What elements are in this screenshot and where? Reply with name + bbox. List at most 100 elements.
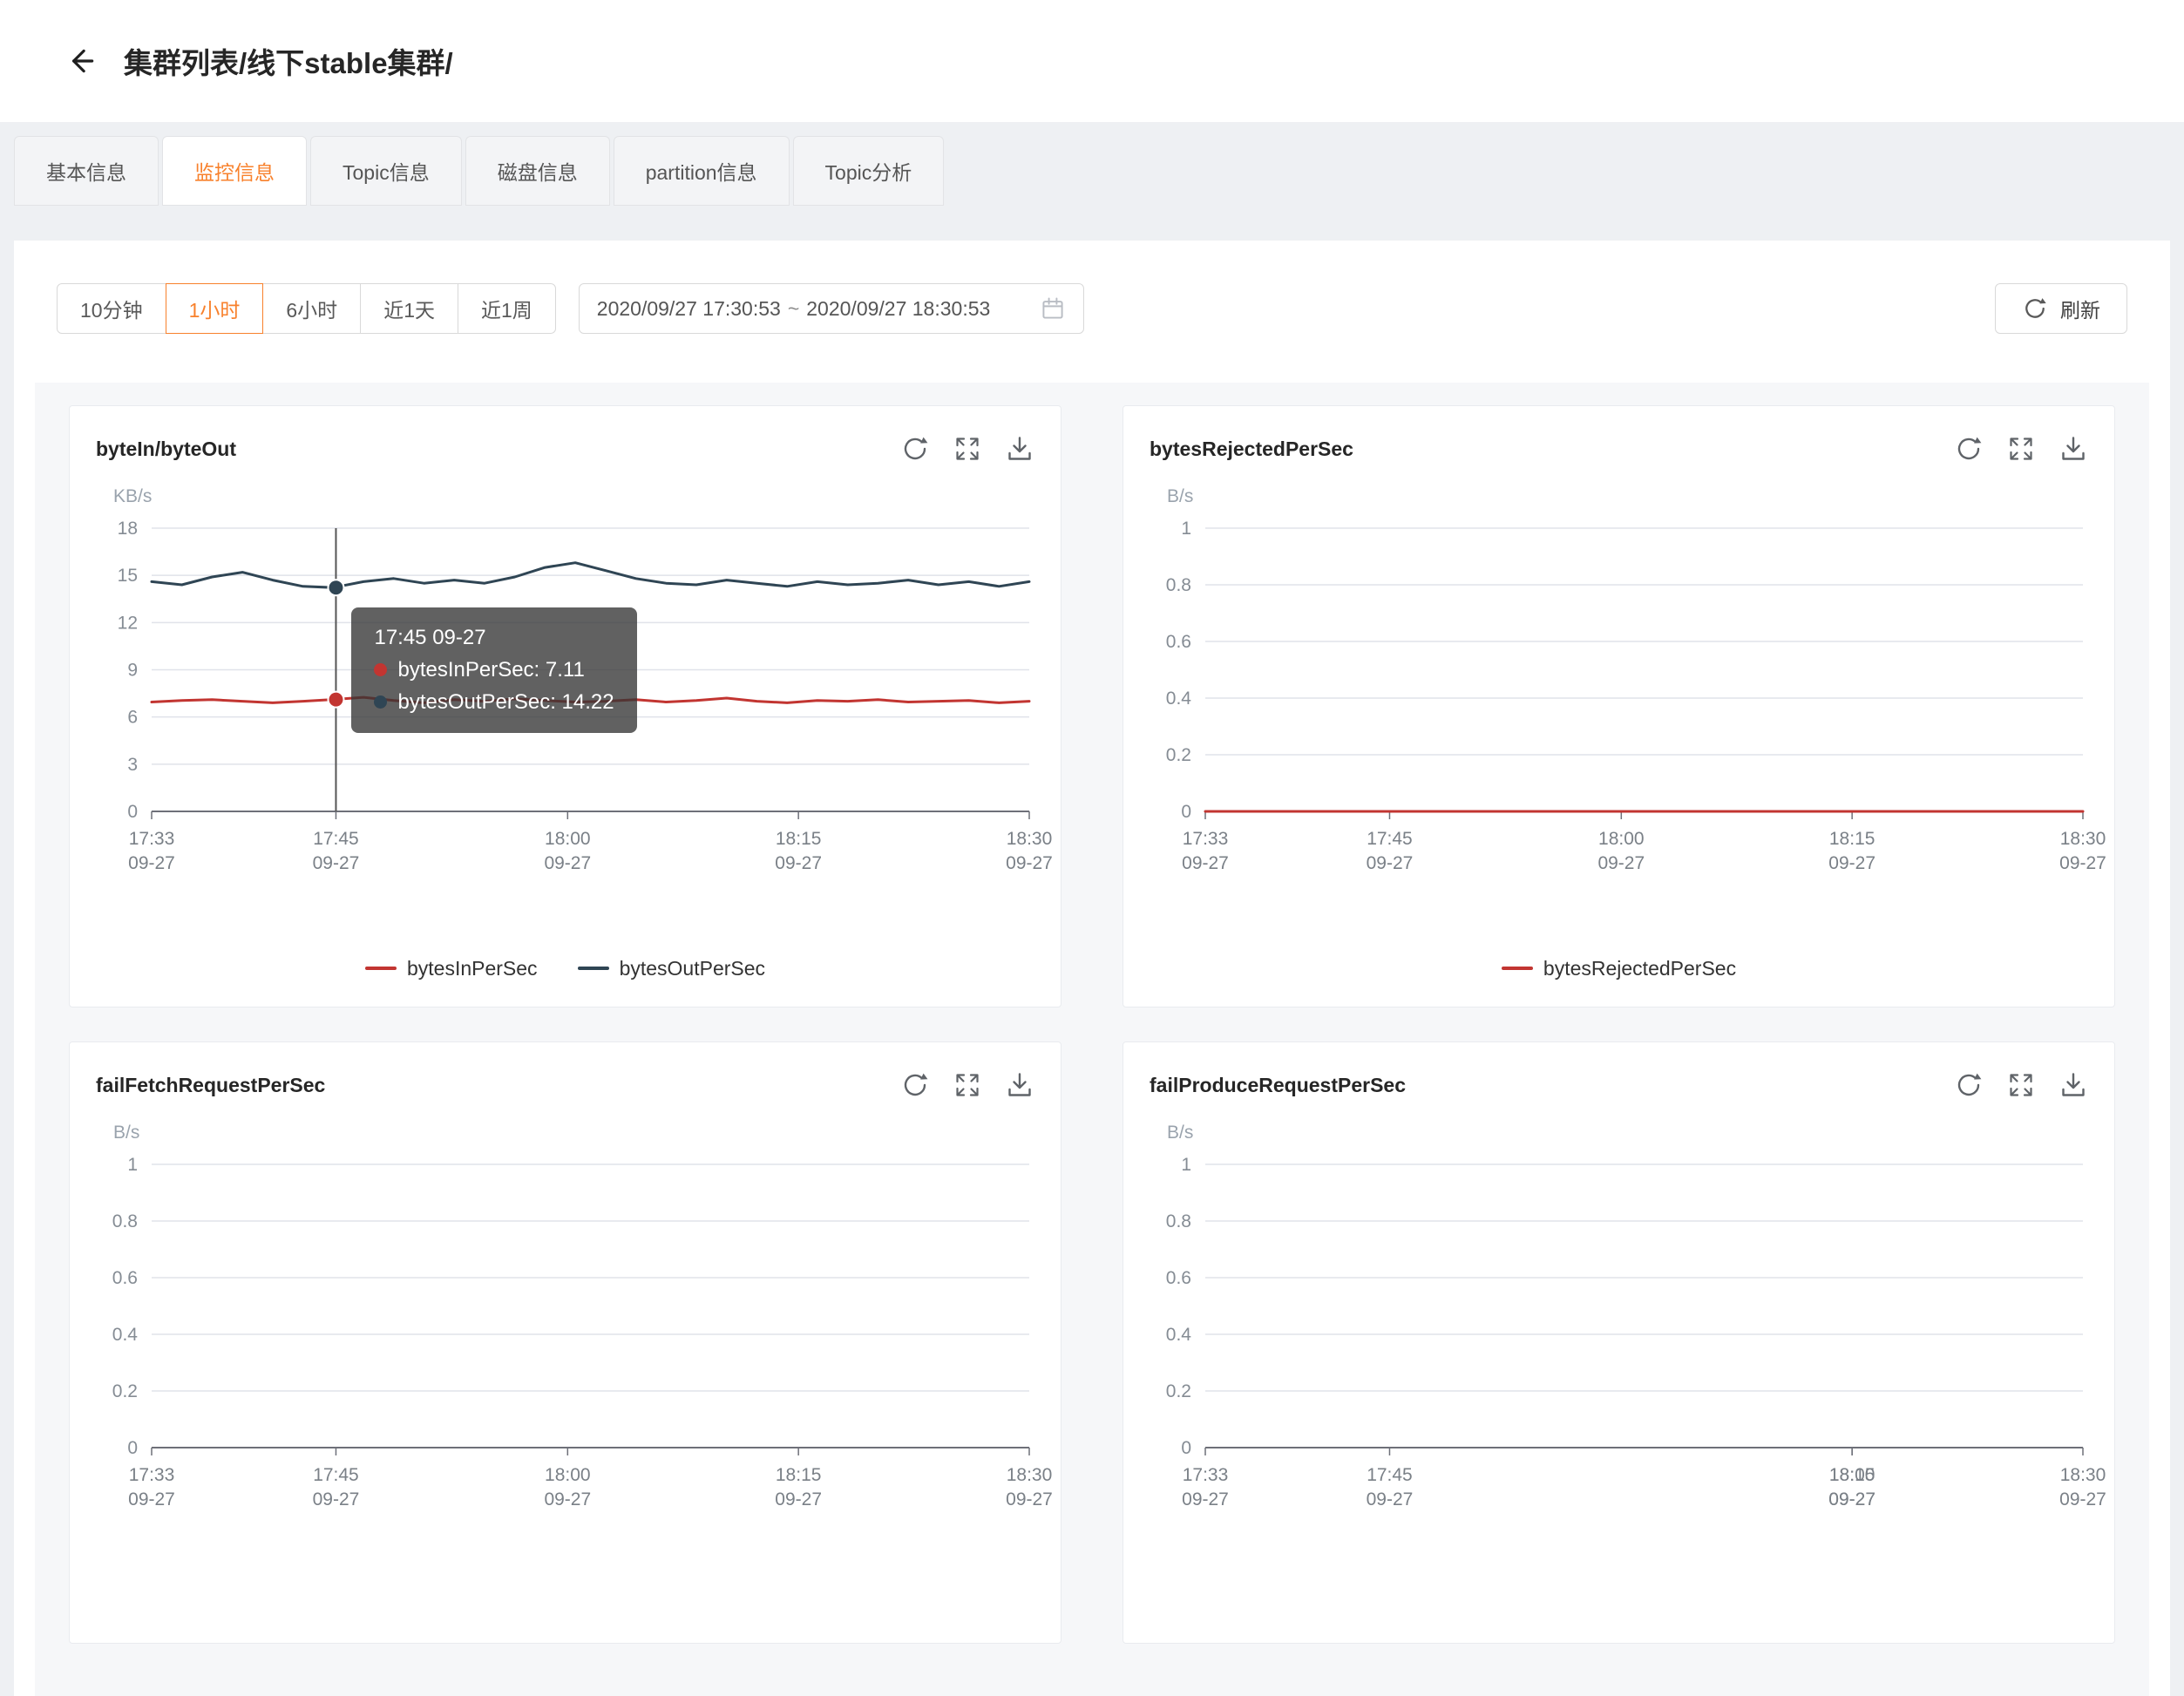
chart-title: failProduceRequestPerSec: [1150, 1073, 1407, 1096]
chart-plot-area[interactable]: 0 0.2 0.4 0.6 0.8 1 17:33 09-27 17:45 09-27 18:00 0…: [1150, 519, 2106, 873]
time-range-1week[interactable]: 近1周: [457, 283, 556, 334]
y-tick-label: 0.8: [1166, 1211, 1191, 1231]
chart-download-button[interactable]: [2059, 434, 2088, 464]
line-chart[interactable]: 0 3 6 9 12 15 18 17:33 09-27 17:45 09-27 18:00 09-27…: [96, 519, 1053, 873]
chart-card-header: byteIn/byteOut: [96, 429, 1034, 469]
legend-item-bytesInPerSec[interactable]: bytesInPerSec: [364, 957, 538, 980]
chart-title: bytesRejectedPerSec: [1150, 437, 1353, 460]
tab-monitor-info[interactable]: 监控信息: [162, 136, 307, 206]
time-range-group: 10分钟 1小时 6小时 近1天 近1周: [57, 283, 556, 334]
chart-card-failProduceRequestPerSec: failProduceRequestPerSec: [1123, 1041, 2115, 1644]
chart-card-failFetchRequestPerSec: failFetchRequestPerSec: [69, 1041, 1061, 1644]
legend-line-swatch: [1501, 967, 1533, 970]
x-tick-time: 17:33: [1183, 829, 1229, 849]
download-icon: [2062, 437, 2085, 460]
time-range-1day[interactable]: 近1天: [360, 283, 458, 334]
chart-toolbox: [1954, 1070, 2088, 1100]
y-tick-label: 0.2: [112, 1381, 138, 1401]
x-tick-date: 09-27: [1006, 1489, 1053, 1509]
y-tick-label: 12: [118, 613, 138, 633]
x-tick-date: 09-27: [1828, 853, 1875, 873]
line-chart[interactable]: 00.20.40.60.8117:3309-2717:4509-2718:000…: [96, 1155, 1053, 1509]
expand-icon: [956, 1074, 979, 1096]
chart-refresh-button[interactable]: [900, 1070, 930, 1100]
chart-refresh-button[interactable]: [900, 434, 930, 464]
x-tick-time: 17:45: [313, 829, 359, 849]
x-tick-time: 18:15: [1829, 829, 1875, 849]
tab-partition-info[interactable]: partition信息: [613, 136, 790, 206]
y-tick-label: 0.2: [1166, 1381, 1191, 1401]
tab-basic-info[interactable]: 基本信息: [14, 136, 159, 206]
chart-download-button[interactable]: [1005, 434, 1034, 464]
y-tick-label: 0: [127, 802, 138, 822]
x-tick-time: 18:15: [776, 829, 822, 849]
chart-fullscreen-button[interactable]: [2006, 434, 2036, 464]
chart-card-header: failProduceRequestPerSec: [1150, 1065, 2088, 1105]
date-range-separator: ~: [787, 296, 800, 320]
chart-refresh-button[interactable]: [1954, 1070, 1984, 1100]
legend-item-bytesRejectedPerSec[interactable]: bytesRejectedPerSec: [1501, 957, 1736, 980]
time-range-6hour[interactable]: 6小时: [262, 283, 362, 334]
time-range-10min[interactable]: 10分钟: [57, 283, 166, 334]
expand-icon: [2010, 438, 2032, 460]
chart-legend: [1150, 1592, 2088, 1617]
expand-icon: [956, 438, 979, 460]
x-tick-time: 17:33: [1183, 1465, 1229, 1485]
back-button[interactable]: [61, 41, 101, 81]
y-tick-label: 0.6: [1166, 1268, 1191, 1288]
x-tick-time: 18:15: [776, 1465, 822, 1485]
x-tick-date: 09-27: [1182, 853, 1229, 873]
download-icon: [1008, 437, 1031, 460]
x-tick-time: 18:00: [545, 1465, 591, 1485]
chart-plot-area[interactable]: 0 0.2 0.4 0.6 0.8 1 17:33 09-27 17:45 09-27 18:00 0…: [1150, 1155, 2106, 1509]
tab-topic-info[interactable]: Topic信息: [310, 136, 462, 206]
x-tick-time: 18:30: [2060, 1465, 2106, 1485]
chart-toolbox: [1954, 434, 2088, 464]
x-tick-date: 09-27: [313, 853, 360, 873]
chart-download-button[interactable]: [2059, 1070, 2088, 1100]
chart-plot-area[interactable]: 0 3 6 9 12 15 18 17:33 09-27 17:45 09-27 18:00 09-27…: [96, 519, 1053, 873]
y-tick-label: 15: [118, 566, 138, 586]
chart-fullscreen-button[interactable]: [2006, 1070, 2036, 1100]
x-tick-date: 09-27: [1182, 1489, 1229, 1509]
chart-refresh-button[interactable]: [1954, 434, 1984, 464]
y-axis-unit: B/s: [1167, 1123, 1194, 1143]
x-tick-date: 09-27: [544, 853, 591, 873]
y-tick-label: 0.6: [112, 1268, 138, 1288]
refresh-icon: [904, 1073, 928, 1096]
chart-card-bytesRejectedPerSec: bytesRejectedPerSec: [1123, 405, 2115, 1007]
page-header: 集群列表/线下stable集群/: [0, 0, 2184, 122]
y-axis-unit: KB/s: [113, 486, 153, 506]
legend-label: bytesOutPerSec: [619, 956, 766, 980]
chart-toolbox: [900, 1070, 1034, 1100]
date-range-picker[interactable]: 2020/09/27 17:30:53 ~ 2020/09/27 18:30:5…: [578, 283, 1084, 334]
x-tick-time: 18:30: [2060, 829, 2106, 849]
y-tick-label: 0.4: [1166, 689, 1192, 709]
tab-topic-analysis[interactable]: Topic分析: [792, 136, 945, 206]
y-axis-unit: B/s: [1167, 486, 1194, 506]
chart-fullscreen-button[interactable]: [953, 1070, 982, 1100]
x-tick-date: 09-27: [1367, 853, 1414, 873]
legend-line-swatch: [577, 967, 609, 970]
line-chart[interactable]: 00.20.40.60.8117:3309-2717:4509-2718:000…: [1150, 519, 2106, 873]
chart-card-header: bytesRejectedPerSec: [1150, 429, 2088, 469]
x-tick-date: 09-27: [1828, 1489, 1875, 1509]
y-tick-label: 0.4: [112, 1325, 139, 1345]
tab-disk-info[interactable]: 磁盘信息: [465, 136, 610, 206]
legend-line-swatch: [364, 967, 397, 970]
chart-download-button[interactable]: [1005, 1070, 1034, 1100]
x-tick-time: 18:15: [1829, 1465, 1875, 1485]
time-range-1hour[interactable]: 1小时: [165, 283, 264, 334]
content-panel: 10分钟 1小时 6小时 近1天 近1周 2020/09/27 17:30:53 ~ 2…: [14, 241, 2170, 1696]
line-chart[interactable]: 00.20.40.60.8117:3309-2717:4509-2718:000…: [1150, 1155, 2106, 1509]
chart-fullscreen-button[interactable]: [953, 434, 982, 464]
monitor-toolbar: 10分钟 1小时 6小时 近1天 近1周 2020/09/27 17:30:53 ~ 2…: [57, 282, 2127, 335]
refresh-button[interactable]: 刷新: [1995, 283, 2127, 334]
legend-item-bytesOutPerSec[interactable]: bytesOutPerSec: [577, 956, 766, 980]
chart-plot-area[interactable]: 0 0.2 0.4 0.6 0.8 1 17:33 09-27 17:45 09-27 18:00 0…: [96, 1155, 1053, 1509]
y-tick-label: 0: [127, 1438, 138, 1458]
series-line-bytesInPerSec: [150, 695, 1031, 704]
y-tick-label: 0.2: [1166, 745, 1191, 765]
chart-legend: [96, 1592, 1034, 1617]
chart-title: byteIn/byteOut: [96, 437, 237, 460]
